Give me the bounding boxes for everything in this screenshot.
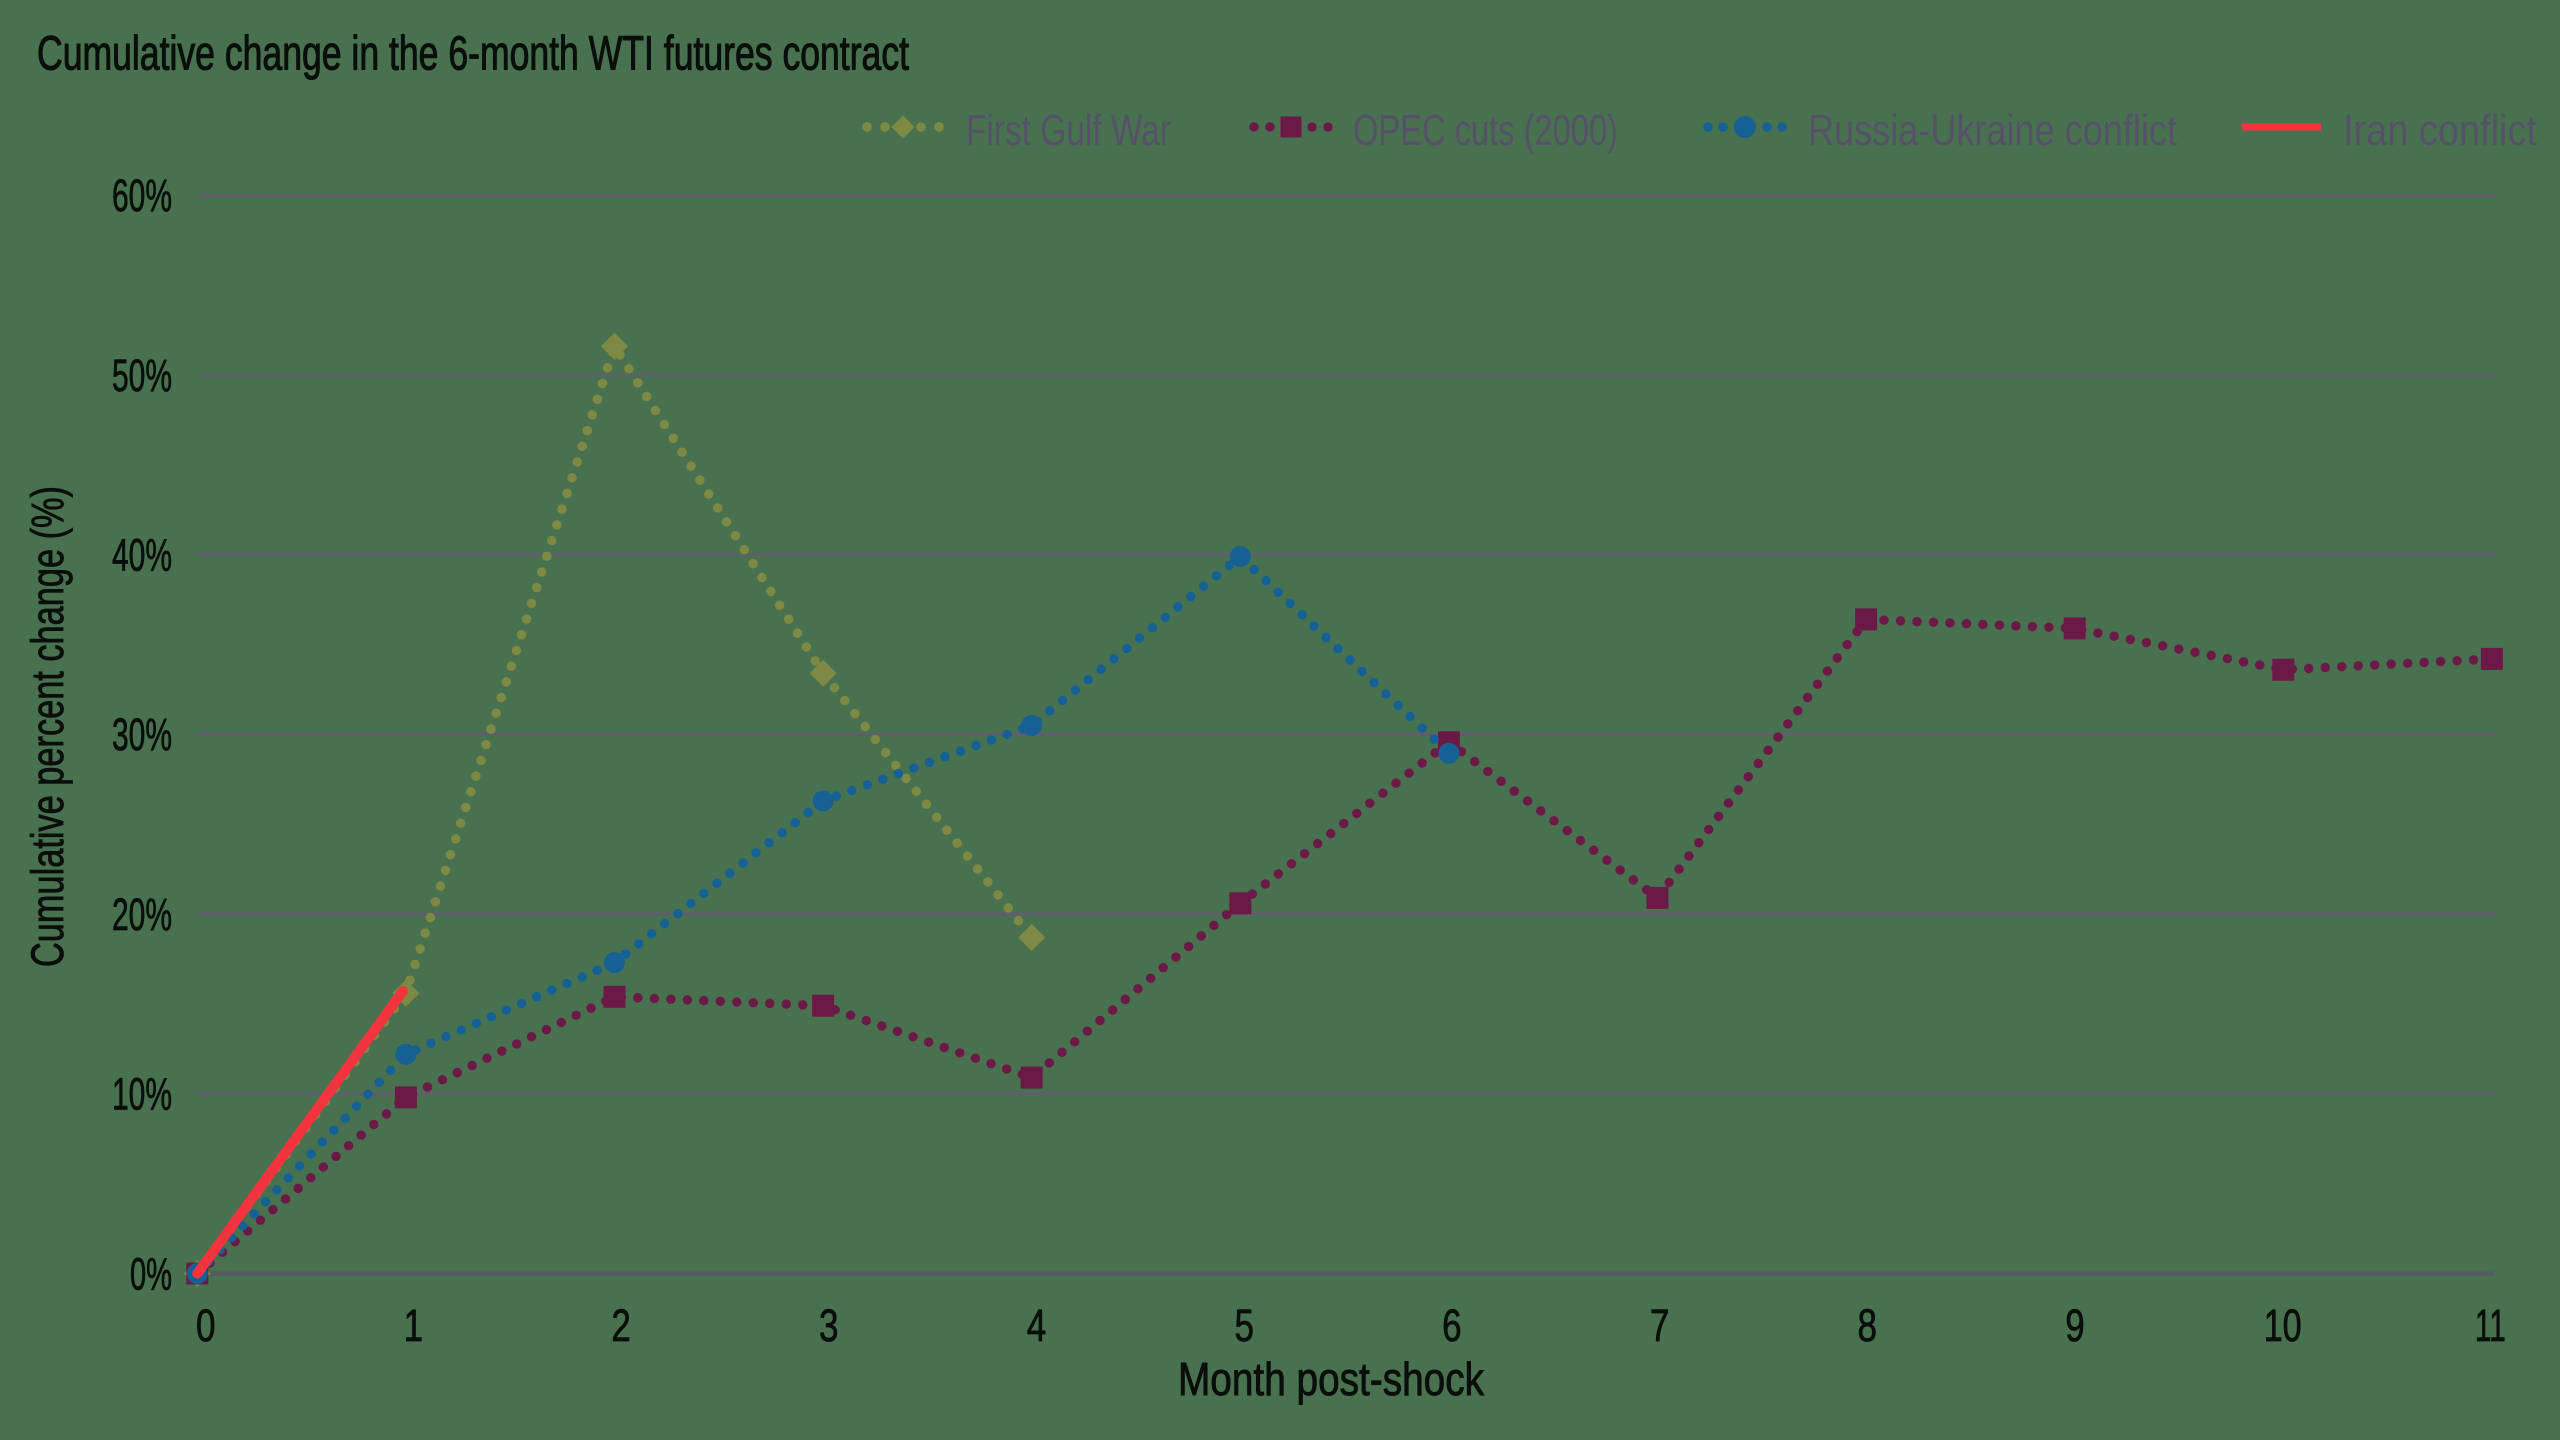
svg-text:30%: 30%	[112, 709, 172, 760]
svg-text:Cumulative percent change (%): Cumulative percent change (%)	[22, 486, 73, 967]
svg-text:10%: 10%	[112, 1069, 172, 1120]
svg-text:Russia-Ukraine conflict: Russia-Ukraine conflict	[1808, 106, 2177, 155]
svg-text:Month post-shock: Month post-shock	[1178, 1353, 1485, 1405]
svg-text:0%: 0%	[130, 1248, 172, 1299]
svg-text:Cumulative change in the 6-mon: Cumulative change in the 6-month WTI fut…	[37, 28, 909, 81]
svg-text:8: 8	[1858, 1300, 1878, 1351]
svg-text:3: 3	[819, 1300, 839, 1351]
svg-text:50%: 50%	[112, 350, 172, 401]
svg-text:OPEC cuts (2000): OPEC cuts (2000)	[1353, 106, 1618, 155]
svg-text:0: 0	[196, 1300, 216, 1351]
svg-text:5: 5	[1234, 1300, 1254, 1351]
svg-text:2: 2	[611, 1300, 631, 1351]
svg-text:First Gulf War: First Gulf War	[966, 106, 1171, 155]
svg-text:11: 11	[2475, 1300, 2506, 1351]
svg-text:9: 9	[2065, 1300, 2085, 1351]
svg-text:1: 1	[404, 1300, 424, 1351]
svg-text:20%: 20%	[112, 889, 172, 940]
svg-text:6: 6	[1442, 1300, 1462, 1351]
svg-text:4: 4	[1027, 1300, 1047, 1351]
svg-text:7: 7	[1650, 1300, 1670, 1351]
svg-text:10: 10	[2264, 1300, 2302, 1351]
svg-text:60%: 60%	[112, 170, 172, 221]
svg-text:Iran conflict: Iran conflict	[2343, 106, 2537, 155]
svg-text:40%: 40%	[112, 530, 172, 581]
